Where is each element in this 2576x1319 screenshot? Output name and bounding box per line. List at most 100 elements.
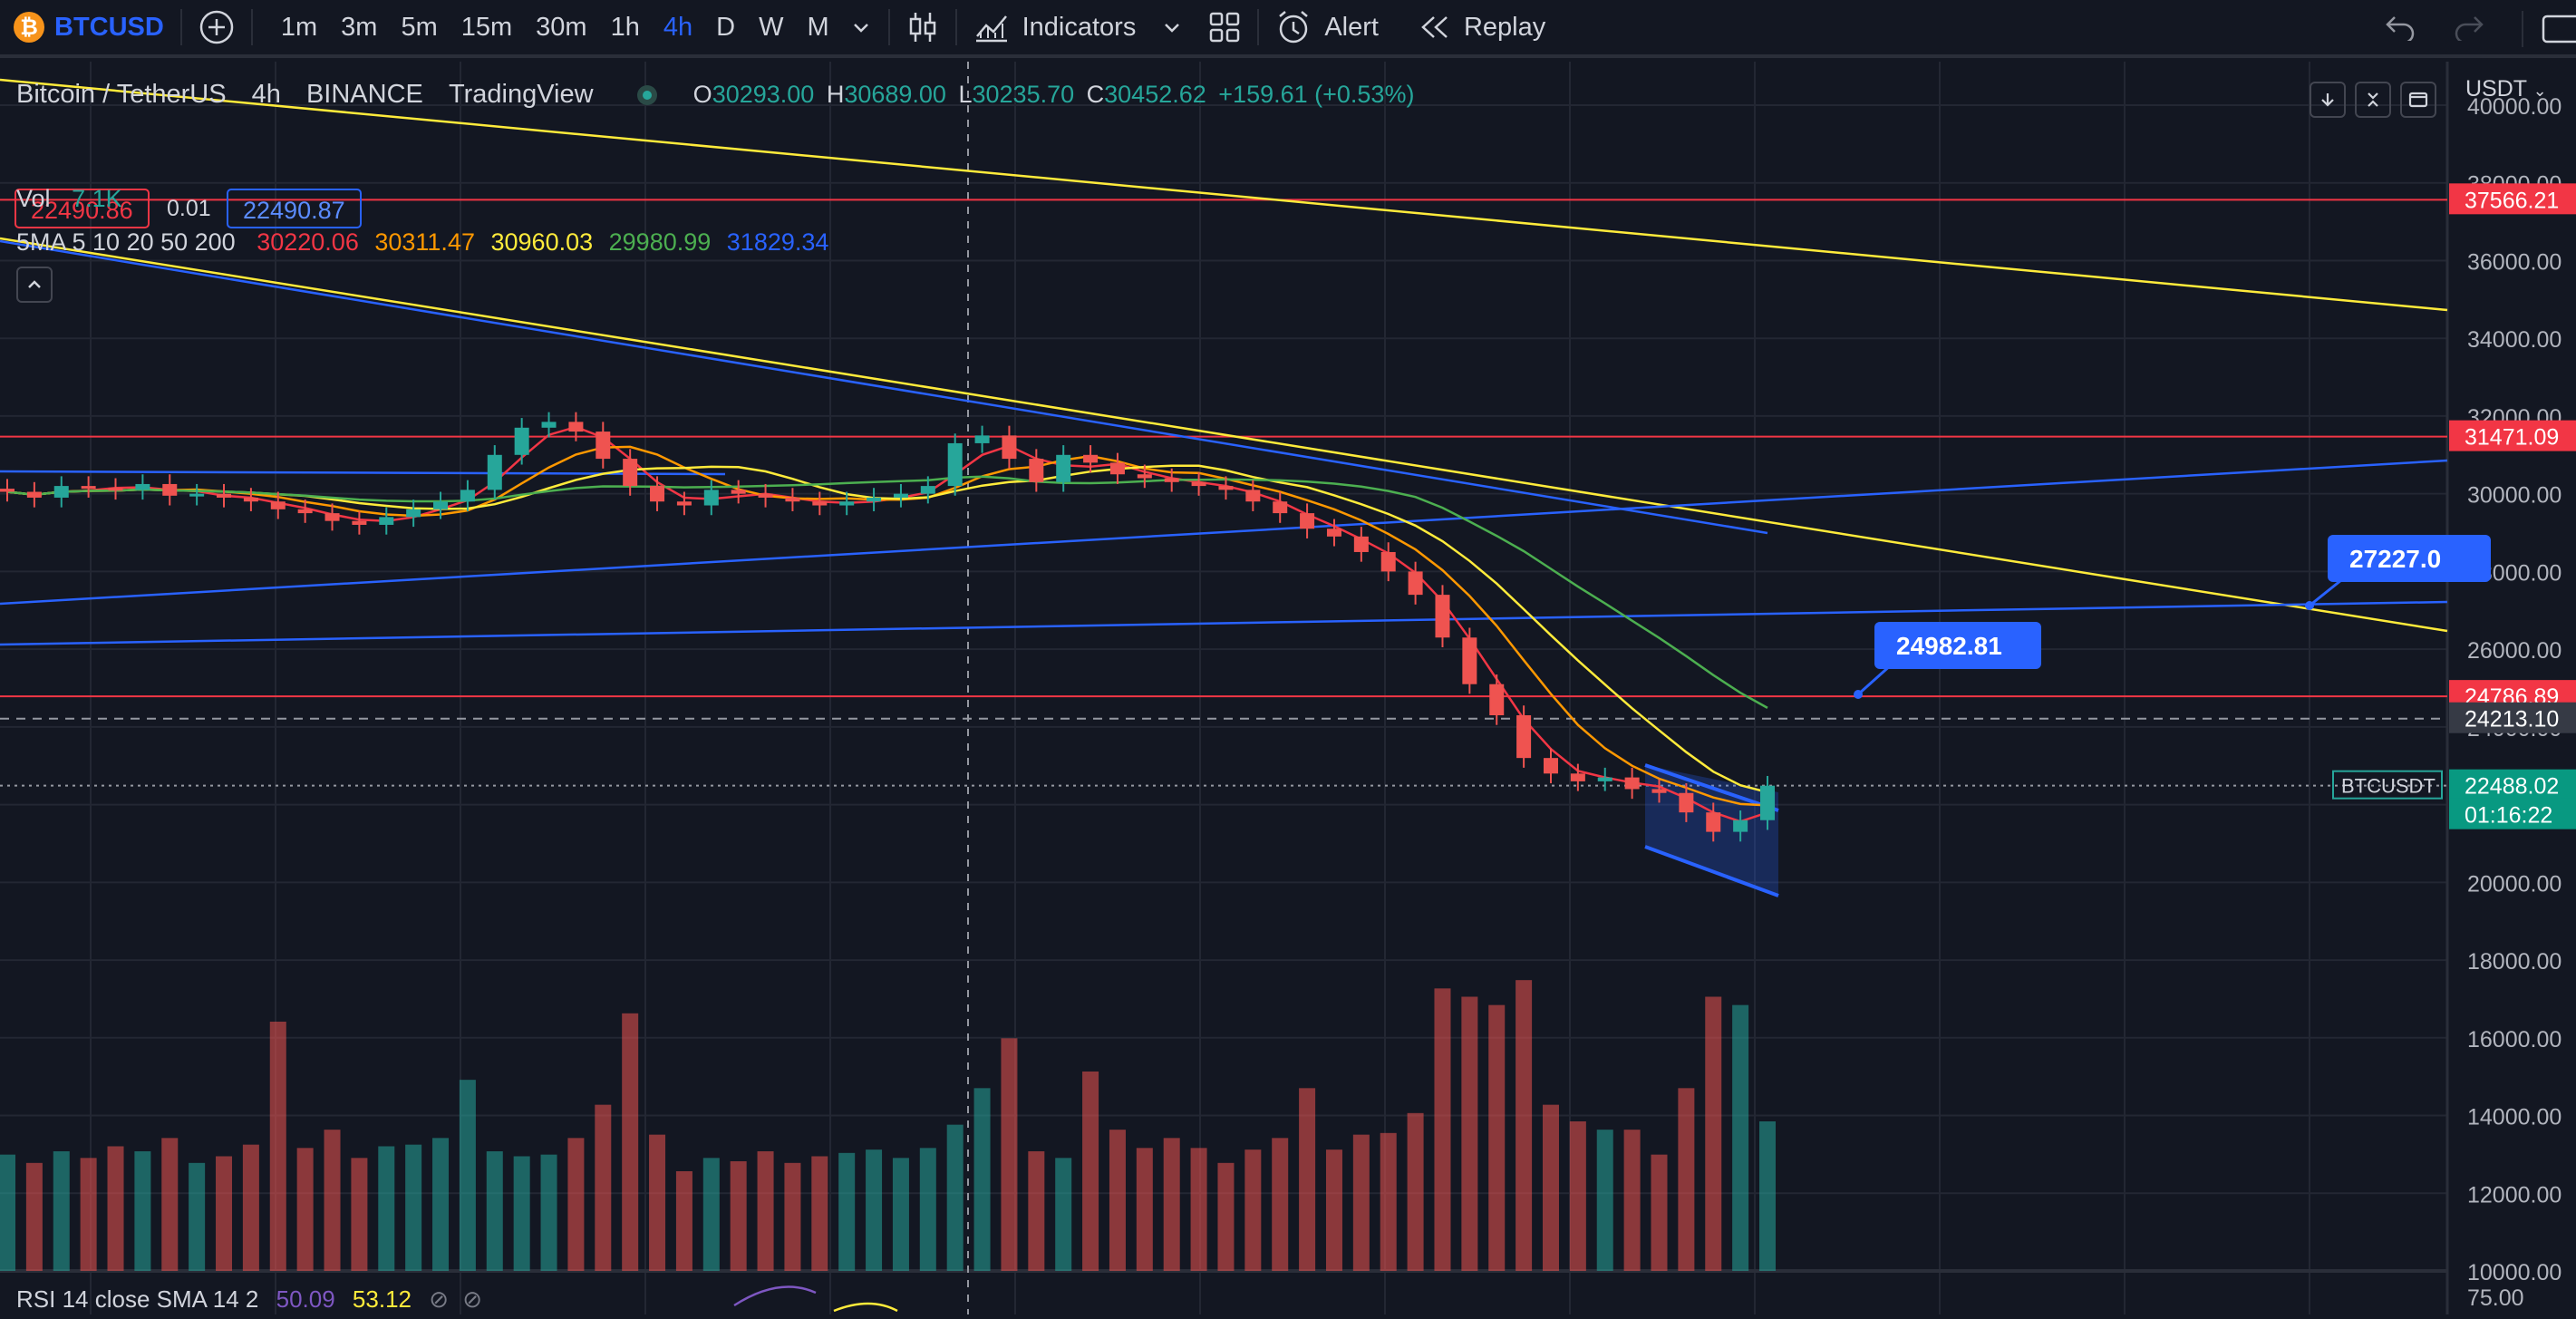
volume-bar <box>1651 1154 1668 1271</box>
timeframe-w[interactable]: W <box>759 12 784 42</box>
rsi-sma-value: 53.12 <box>352 1285 412 1313</box>
volume-bar <box>1380 1132 1397 1271</box>
indicators-dropdown[interactable] <box>1161 0 1183 56</box>
candlestick-icon <box>909 13 935 42</box>
price-tick-label: 34000.00 <box>2467 327 2561 353</box>
candle-body <box>1164 478 1179 482</box>
buy-price-button[interactable]: 22490.87 <box>227 189 362 228</box>
add-symbol-button[interactable] <box>199 0 235 56</box>
candle-body <box>893 493 908 498</box>
moving-average-line <box>6 475 1768 709</box>
price-tick-label: 30000.00 <box>2467 483 2561 509</box>
candle-body <box>812 501 828 506</box>
rsi-line <box>733 1285 817 1307</box>
volume-bar <box>1678 1088 1695 1271</box>
volume-bar <box>1136 1148 1153 1271</box>
camera-icon <box>2542 15 2576 44</box>
price-tick-label: 16000.00 <box>2467 1027 2561 1052</box>
maximize-pane-button[interactable] <box>2400 82 2436 118</box>
candle-body <box>785 497 800 502</box>
collapse-legend-button[interactable] <box>16 267 53 303</box>
candle-body <box>650 486 665 502</box>
timeframe-30m[interactable]: 30m <box>536 12 587 42</box>
volume-bar <box>134 1151 151 1271</box>
volume-bar <box>1082 1072 1099 1271</box>
candle-body <box>1462 637 1477 684</box>
volume-bar <box>1516 980 1533 1271</box>
alert-button[interactable]: Alert <box>1275 0 1379 56</box>
price-chart[interactable]: 40000.0038000.0036000.0034000.0032000.00… <box>0 62 2576 1314</box>
candle-body <box>1624 777 1640 790</box>
timeframe-1m[interactable]: 1m <box>280 12 318 42</box>
ohlc-high: 30689.00 <box>844 81 946 108</box>
candle-body <box>623 459 638 487</box>
ohlc-c-label: C <box>1086 81 1105 108</box>
timeframe-15m[interactable]: 15m <box>460 12 513 42</box>
screenshot-button[interactable] <box>2542 0 2576 56</box>
spread-value: 0.01 <box>167 196 211 221</box>
undo-icon <box>2386 16 2415 41</box>
candle-body <box>217 493 232 498</box>
timeframe-d[interactable]: D <box>716 12 736 42</box>
timeframe-3m[interactable]: 3m <box>341 12 378 42</box>
candle-body <box>1408 571 1423 596</box>
trendline-yellow <box>0 237 2448 633</box>
timeframe-m[interactable]: M <box>807 12 829 42</box>
volume-bar <box>1461 996 1478 1271</box>
volume-bar <box>1623 1130 1641 1271</box>
chart-type-button[interactable] <box>906 0 939 56</box>
pair-title: Bitcoin / TetherUS <box>16 80 227 109</box>
symbol-name: BTCUSD <box>54 12 164 42</box>
volume-legend: Vol 7.1K <box>16 185 122 213</box>
chevron-down-icon <box>1165 24 1180 33</box>
move-pane-down-button[interactable] <box>2310 82 2346 118</box>
toolbar-divider <box>1257 9 1260 45</box>
redo-button[interactable] <box>2453 0 2485 56</box>
volume-bar <box>1434 988 1451 1271</box>
candle-body <box>1083 454 1099 463</box>
symbol-search[interactable]: ₿ BTCUSD <box>13 0 164 56</box>
undo-button[interactable] <box>2384 0 2416 56</box>
price-axis-tag <box>2449 798 2576 829</box>
channel-lower-line <box>1644 845 1779 897</box>
ma200-value: 31829.34 <box>726 228 829 256</box>
replay-button[interactable]: Replay <box>1419 0 1545 56</box>
volume-bar <box>675 1171 692 1271</box>
volume-bar <box>432 1138 450 1271</box>
volume-bar <box>378 1146 395 1271</box>
candle-body <box>53 486 69 498</box>
volume-bar <box>919 1148 936 1271</box>
candle-body <box>920 486 935 494</box>
timeframe-5m[interactable]: 5m <box>401 12 438 42</box>
candle-body <box>406 509 421 518</box>
callout-anchor <box>2305 601 2314 610</box>
layout-button[interactable] <box>1208 0 1241 56</box>
price-tick-label: 40000.00 <box>2467 94 2561 120</box>
candle-body <box>1597 777 1612 781</box>
market-status-icon[interactable] <box>636 85 657 106</box>
price-tick-label: 26000.00 <box>2467 638 2561 664</box>
volume-bar <box>1569 1121 1586 1271</box>
alarm-clock-icon <box>1279 11 1309 44</box>
svg-text:₿: ₿ <box>20 15 38 40</box>
volume-bar <box>351 1158 368 1271</box>
timeframe-1h[interactable]: 1h <box>610 12 640 42</box>
candle-body <box>135 483 150 490</box>
timeframe-dropdown[interactable] <box>850 0 872 56</box>
rsi-settings-icon[interactable]: ⊘ <box>462 1285 483 1313</box>
candle-body <box>1570 773 1585 781</box>
currency-dropdown[interactable]: USDT ⌄ <box>2465 76 2547 102</box>
toolbar-divider <box>887 9 890 45</box>
volume-bar <box>1001 1038 1018 1271</box>
collapse-pane-button[interactable] <box>2355 82 2391 118</box>
candle-body <box>460 490 475 502</box>
indicators-button[interactable]: Indicators <box>973 0 1136 56</box>
candle-body <box>487 454 502 490</box>
price-tick-label: 20000.00 <box>2467 871 2561 897</box>
timeframe-4h[interactable]: 4h <box>663 12 693 42</box>
volume-bar <box>189 1162 206 1271</box>
sell-price-button[interactable]: 22490.86 <box>15 189 150 228</box>
chart-area[interactable]: 40000.0038000.0036000.0034000.0032000.00… <box>0 62 2576 1314</box>
candle-body <box>108 488 123 491</box>
rsi-hide-icon[interactable]: ⊘ <box>429 1285 450 1313</box>
